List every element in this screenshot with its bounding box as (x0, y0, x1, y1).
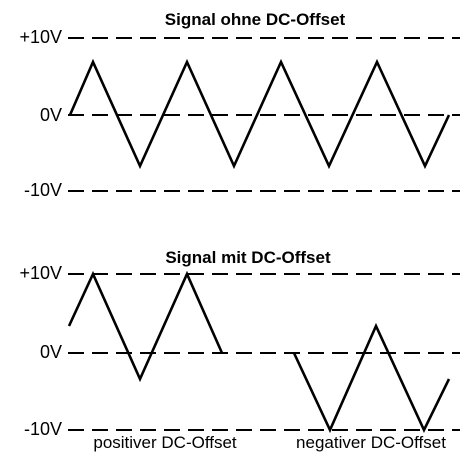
top-signal-waveform (68, 58, 451, 170)
bottom-label-zero: 0V (40, 342, 62, 362)
negative-offset-waveform (292, 322, 451, 434)
bottom-label-minus10: -10V (24, 419, 62, 439)
top-label-minus10: -10V (24, 180, 62, 200)
top-title: Signal ohne DC-Offset (165, 10, 346, 29)
top-label-plus10: +10V (19, 27, 62, 47)
negative-offset-caption: negativer DC-Offset (296, 433, 446, 452)
positive-offset-waveform (67, 270, 224, 383)
positive-offset-caption: positiver DC-Offset (93, 433, 237, 452)
bottom-label-plus10: +10V (19, 263, 62, 283)
top-label-zero: 0V (40, 105, 62, 125)
bottom-title: Signal mit DC-Offset (165, 248, 331, 267)
